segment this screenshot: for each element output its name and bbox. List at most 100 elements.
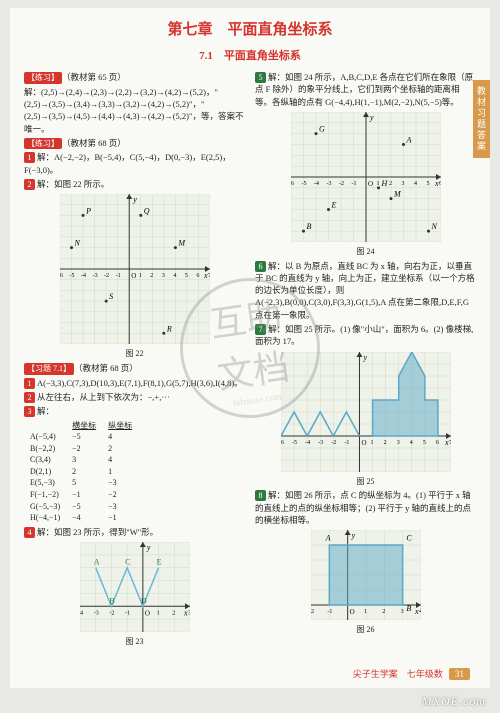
footer: 尖子生学案 七年级数 31 [353,667,470,680]
svg-text:6: 6 [439,181,441,187]
footer-page: 31 [449,668,470,680]
svg-text:-2: -2 [311,609,314,615]
ref-3: （教材第 68 页） [74,363,138,373]
figure-22: xyO-6-5-4-3-2-11234567PQNMSR [60,194,210,344]
svg-text:-3: -3 [326,181,331,187]
svg-text:3: 3 [161,273,164,279]
p2-b2: 解：如图 22 所示。 [37,179,109,189]
svg-text:E: E [330,200,336,209]
fig22-caption: 图 22 [24,348,245,360]
svg-text:1: 1 [370,440,373,446]
p3-b3: 解： [37,406,54,416]
svg-text:M: M [393,190,402,199]
p3-b1: A(−3,3),C(7,3),D(10,3),E(7,1),F(8,1),G(5… [37,378,243,388]
svg-text:M: M [177,239,186,248]
svg-text:-6: -6 [291,181,294,187]
svg-text:N: N [430,222,437,231]
r-p2: 解：以 B 为原点，直线 BC 为 x 轴，向右为正，以垂直于 BC 的直线为 … [255,261,475,320]
svg-text:Q: Q [143,207,149,216]
left-column: 【练习】（教材第 65 页） 解：(2,5)→(2,4)→(2,3)→(2,2)… [24,69,245,648]
r-p3: 解：如图 25 所示。(1) 像"小山"，面积为 6。(2) 像楼梯,面积为 1… [255,324,473,346]
svg-text:2: 2 [389,181,392,187]
p3-b2: 从左往右，从上到下依次为：−,+,··· [37,392,170,402]
svg-text:O: O [144,609,149,617]
svg-text:G: G [319,125,325,134]
columns: 【练习】（教材第 65 页） 解：(2,5)→(2,4)→(2,3)→(2,2)… [24,69,476,648]
label-ex-71: 【习题 7.1】 [24,363,74,375]
fig23-caption: 图 23 [24,636,245,648]
svg-text:-4: -4 [314,181,319,187]
svg-text:3: 3 [401,181,404,187]
svg-text:y: y [369,113,374,122]
svg-text:2: 2 [383,440,386,446]
svg-text:4: 4 [414,181,417,187]
svg-text:-3: -3 [93,610,98,616]
num-7: 7 [255,324,266,335]
svg-text:5: 5 [184,273,187,279]
svg-text:P: P [85,207,91,216]
num-3-4: 4 [24,527,35,538]
coord-table: 横坐标纵坐标A(−5,4)−54B(−2,2)−22C(3,4)34D(2,1)… [24,420,138,524]
svg-text:R: R [165,325,171,334]
r-p1: 解：如图 24 所示，A,B,C,D,E 各点在它们所在象限（原点 F 除外）的… [255,72,473,107]
svg-text:-3: -3 [318,440,323,446]
svg-text:2: 2 [150,273,153,279]
svg-text:3: 3 [400,609,403,615]
svg-text:-1: -1 [327,609,332,615]
svg-text:4: 4 [409,440,412,446]
num-3-1: 1 [24,378,35,389]
svg-text:y: y [362,353,367,362]
figure-23: xyO-4-3-2-1123ACEBD [80,542,190,632]
svg-text:D: D [140,596,146,605]
p2-b1: 解：A(−2,−2)，B(−5,4)，C(5,−4)，D(0,−3)，E(2,5… [24,152,231,174]
num-2: 2 [24,179,35,190]
num-6: 6 [255,261,266,272]
bottom-watermark: MXOE.com [422,694,486,709]
svg-text:3: 3 [188,610,190,616]
svg-text:O: O [349,608,354,616]
label-practice-2: 【练习】 [24,138,62,150]
svg-text:5: 5 [426,181,429,187]
svg-text:S: S [109,293,113,302]
svg-text:1: 1 [376,181,379,187]
svg-text:-4: -4 [305,440,310,446]
ref-2: （教材第 68 页） [62,138,126,148]
svg-text:1: 1 [138,273,141,279]
figure-24: xyO-6-5-4-3-2-1123456GHABEMN [291,112,441,242]
svg-text:B: B [109,596,114,605]
svg-text:6: 6 [435,440,438,446]
svg-text:3: 3 [396,440,399,446]
svg-text:y: y [145,543,150,552]
svg-text:-5: -5 [69,273,74,279]
footer-text: 尖子生学案 七年级数 [353,669,443,679]
num-5: 5 [255,72,266,83]
chapter-title: 第七章 平面直角坐标系 [24,18,476,39]
svg-text:-1: -1 [344,440,349,446]
num-1: 1 [24,152,35,163]
svg-text:-4: -4 [81,273,86,279]
svg-text:1: 1 [156,610,159,616]
svg-text:-5: -5 [292,440,297,446]
svg-text:-6: -6 [281,440,284,446]
fig26-caption: 图 26 [255,624,476,636]
right-column: 5解：如图 24 所示，A,B,C,D,E 各点在它们所在象限（原点 F 除外）… [255,69,476,648]
section-title: 7.1 平面直角坐标系 [24,47,476,63]
svg-text:-1: -1 [351,181,356,187]
svg-text:C: C [406,534,412,543]
p3-b4: 解：如图 23 所示，得到"W"形。 [37,527,158,537]
svg-text:-3: -3 [92,273,97,279]
svg-text:-5: -5 [301,181,306,187]
svg-text:4: 4 [419,609,421,615]
svg-text:N: N [73,239,80,248]
svg-text:O: O [361,439,366,447]
r-p4: 解：如图 26 所示，点 C 的纵坐标为 4。(1) 平行于 x 轴的直线上的点… [255,490,471,525]
svg-text:5: 5 [422,440,425,446]
fig25-caption: 图 25 [255,476,476,488]
svg-text:-4: -4 [80,610,83,616]
svg-text:-2: -2 [104,273,109,279]
svg-text:B: B [306,222,311,231]
svg-text:A: A [324,534,330,543]
svg-text:7: 7 [208,273,210,279]
page: 教材习题答案 第七章 平面直角坐标系 7.1 平面直角坐标系 【练习】（教材第 … [10,8,490,688]
svg-text:-2: -2 [339,181,344,187]
